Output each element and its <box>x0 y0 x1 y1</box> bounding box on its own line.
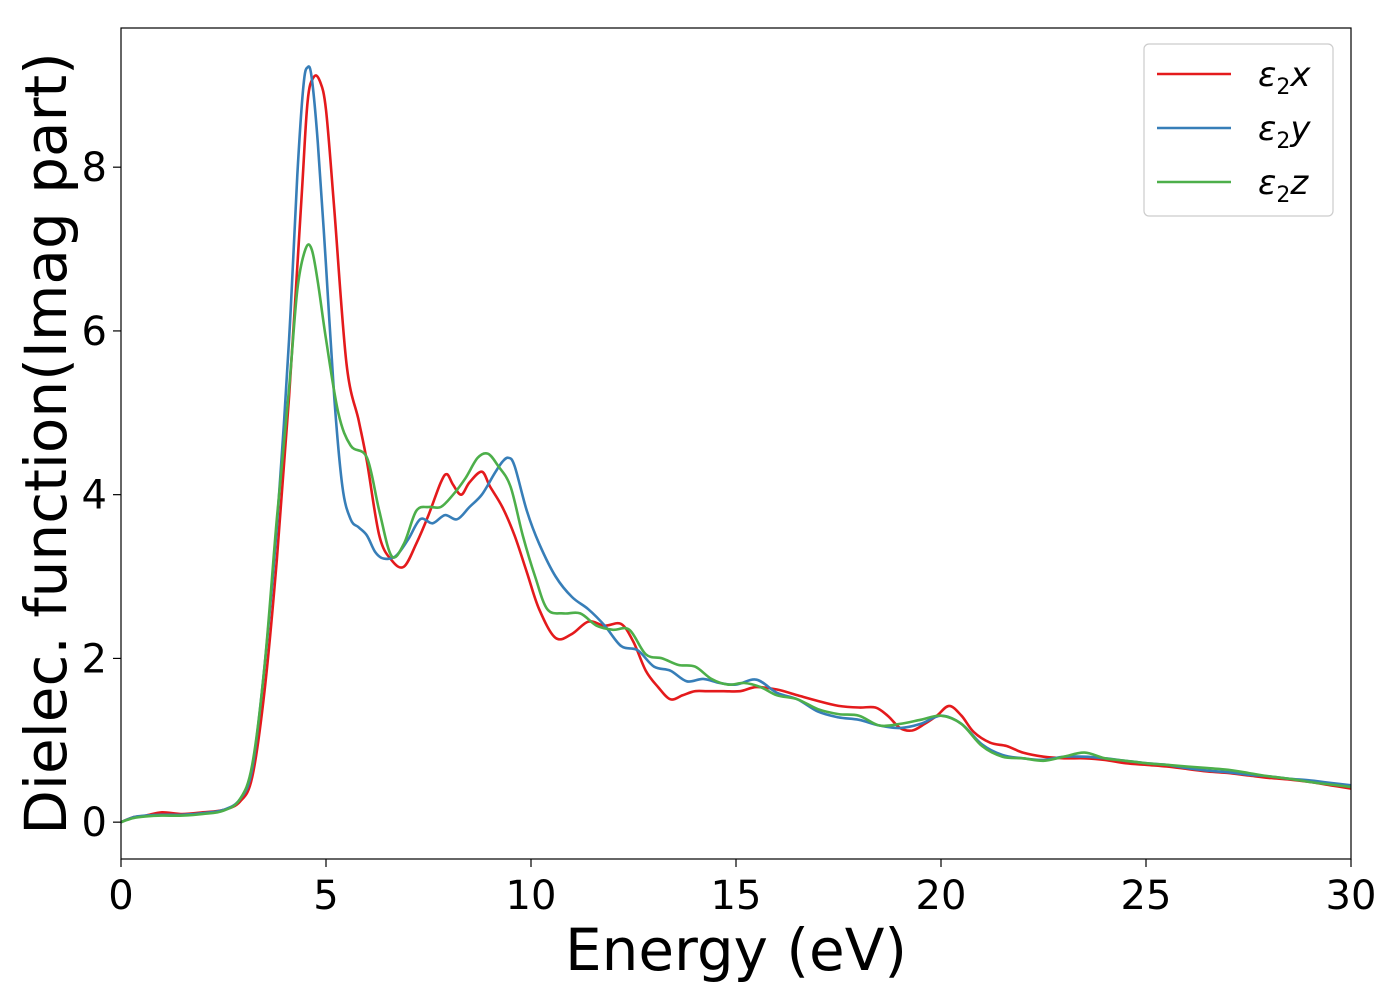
legend-label-x: ε2x <box>1258 55 1311 100</box>
x-tick-label: 5 <box>313 873 338 919</box>
y-tick-label: 4 <box>82 473 107 519</box>
x-axis-title: Energy (eV) <box>565 916 907 984</box>
x-tick-label: 30 <box>1326 873 1377 919</box>
y-tick-label: 2 <box>82 636 107 682</box>
x-tick-label: 10 <box>506 873 557 919</box>
y-tick-label: 8 <box>82 145 107 191</box>
y-axis-title: Dielec. function(Imag part) <box>12 52 80 835</box>
x-axis: 0 5 10 15 20 25 30 <box>108 859 1376 919</box>
y-tick-label: 0 <box>82 800 107 846</box>
x-tick-label: 20 <box>916 873 967 919</box>
y-tick-label: 6 <box>82 309 107 355</box>
x-tick-label: 0 <box>108 873 133 919</box>
series-lines <box>120 65 1352 824</box>
x-tick-label: 25 <box>1121 873 1172 919</box>
y-axis: 0 2 4 6 8 <box>82 145 121 846</box>
x-tick-label: 15 <box>711 873 762 919</box>
legend-label-z: ε2z <box>1258 163 1309 208</box>
series-line-z <box>120 243 1352 824</box>
legend-box <box>1143 43 1334 217</box>
legend: ε2x ε2y ε2z <box>1143 43 1334 217</box>
legend-label-y: ε2y <box>1258 109 1311 154</box>
